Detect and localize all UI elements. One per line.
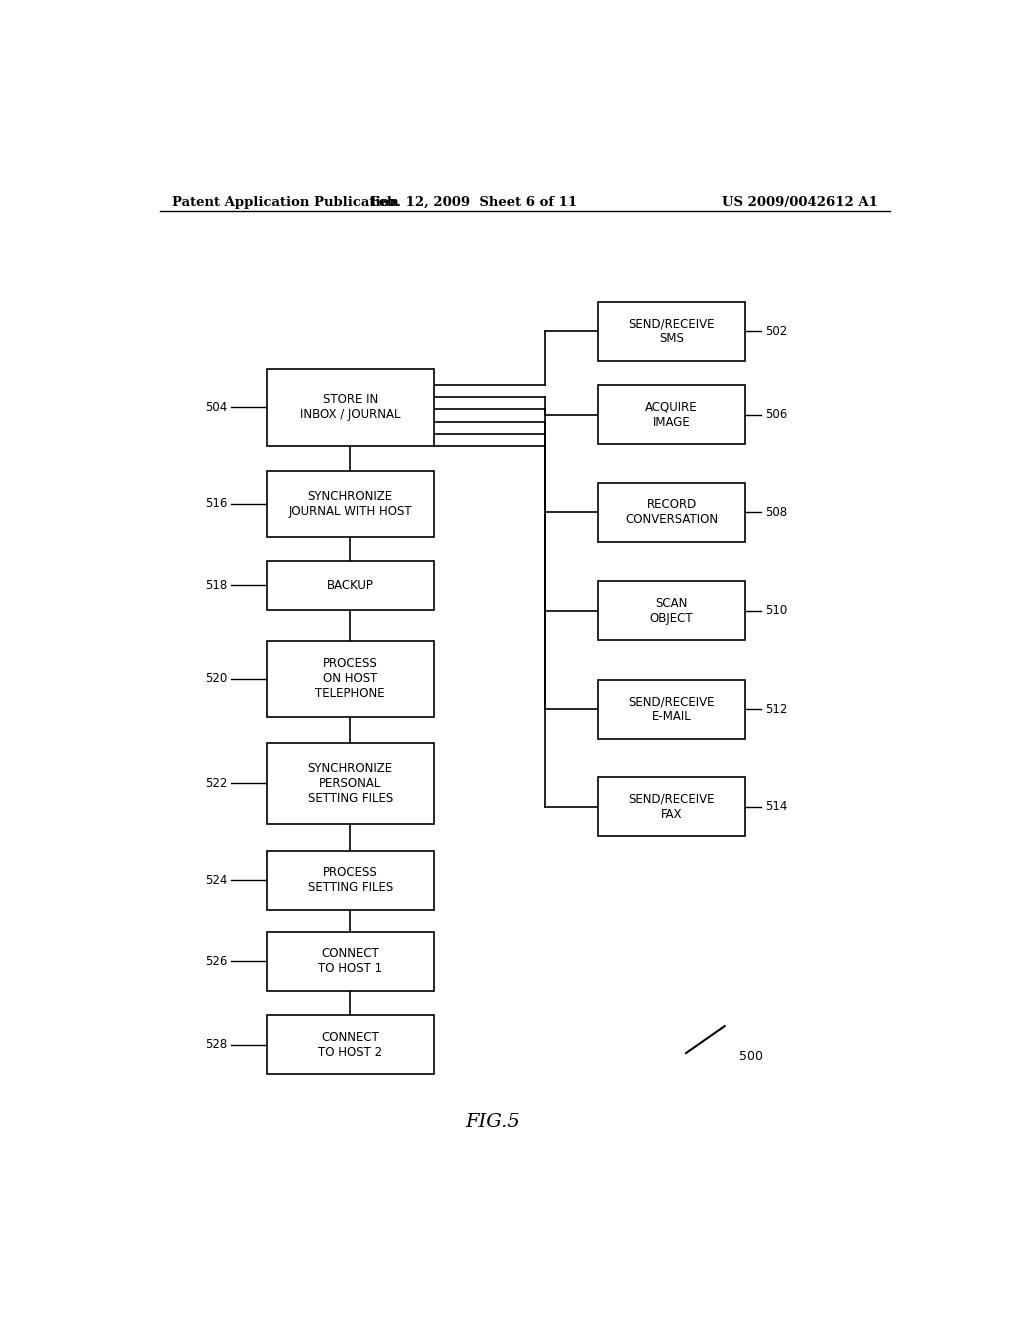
Bar — [267, 850, 433, 909]
Text: SEND/RECEIVE
FAX: SEND/RECEIVE FAX — [629, 793, 715, 821]
Text: PROCESS
SETTING FILES: PROCESS SETTING FILES — [307, 866, 393, 894]
Text: SCAN
OBJECT: SCAN OBJECT — [650, 597, 693, 624]
Bar — [267, 370, 433, 446]
Text: US 2009/0042612 A1: US 2009/0042612 A1 — [722, 195, 878, 209]
Bar — [267, 561, 433, 610]
Text: 510: 510 — [765, 605, 787, 618]
Bar — [267, 932, 433, 991]
Bar — [267, 1015, 433, 1074]
Text: 504: 504 — [205, 401, 227, 414]
Text: 500: 500 — [739, 1049, 763, 1063]
Bar — [267, 743, 433, 824]
Text: SYNCHRONIZE
JOURNAL WITH HOST: SYNCHRONIZE JOURNAL WITH HOST — [289, 490, 412, 517]
Text: 502: 502 — [765, 325, 787, 338]
Text: 528: 528 — [205, 1039, 227, 1051]
Text: STORE IN
INBOX / JOURNAL: STORE IN INBOX / JOURNAL — [300, 393, 400, 421]
Text: 520: 520 — [205, 672, 227, 685]
Text: SYNCHRONIZE
PERSONAL
SETTING FILES: SYNCHRONIZE PERSONAL SETTING FILES — [307, 762, 393, 805]
Bar — [598, 302, 745, 360]
Bar — [598, 385, 745, 444]
Text: 508: 508 — [765, 506, 787, 519]
Text: FIG.5: FIG.5 — [466, 1113, 520, 1131]
Text: BACKUP: BACKUP — [327, 578, 374, 591]
Bar — [598, 777, 745, 837]
Text: 516: 516 — [205, 498, 227, 511]
Text: 524: 524 — [205, 874, 227, 887]
Text: 526: 526 — [205, 954, 227, 968]
Text: Patent Application Publication: Patent Application Publication — [172, 195, 398, 209]
Text: 514: 514 — [765, 800, 787, 813]
Bar — [598, 483, 745, 541]
Text: 522: 522 — [205, 777, 227, 789]
Text: SEND/RECEIVE
E-MAIL: SEND/RECEIVE E-MAIL — [629, 696, 715, 723]
Text: ACQUIRE
IMAGE: ACQUIRE IMAGE — [645, 400, 698, 429]
Text: Feb. 12, 2009  Sheet 6 of 11: Feb. 12, 2009 Sheet 6 of 11 — [370, 195, 577, 209]
Bar — [598, 581, 745, 640]
Text: 518: 518 — [205, 578, 227, 591]
Text: 506: 506 — [765, 408, 787, 421]
Text: 512: 512 — [765, 702, 787, 715]
Bar — [598, 680, 745, 739]
Text: SEND/RECEIVE
SMS: SEND/RECEIVE SMS — [629, 317, 715, 346]
Text: RECORD
CONVERSATION: RECORD CONVERSATION — [625, 498, 718, 527]
Bar — [267, 640, 433, 717]
Text: CONNECT
TO HOST 2: CONNECT TO HOST 2 — [318, 1031, 382, 1059]
Text: CONNECT
TO HOST 1: CONNECT TO HOST 1 — [318, 948, 382, 975]
Bar — [267, 471, 433, 537]
Text: PROCESS
ON HOST
TELEPHONE: PROCESS ON HOST TELEPHONE — [315, 657, 385, 701]
